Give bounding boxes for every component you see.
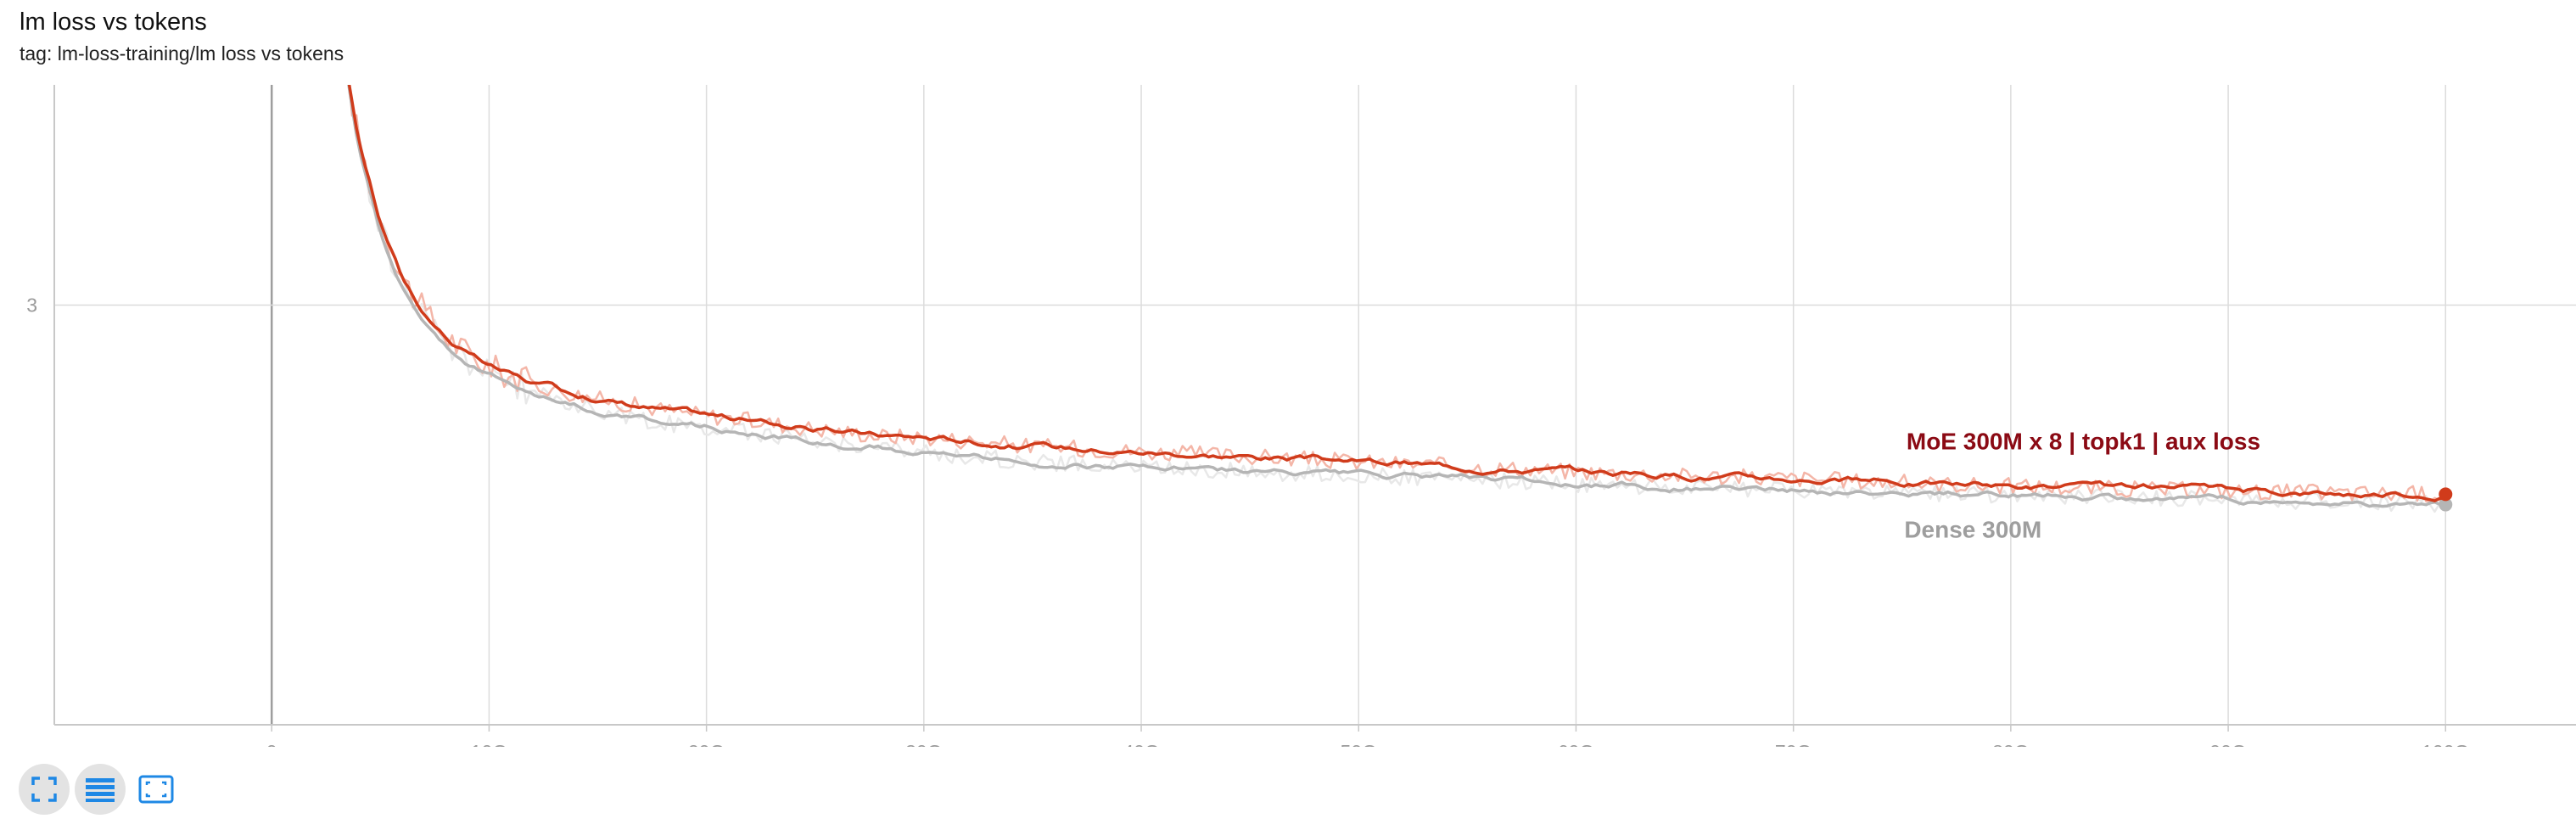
x-tick-label: 40G: [1123, 741, 1159, 747]
toggle-log-scale-icon: [86, 778, 115, 802]
series-label-dense: Dense 300M: [1904, 516, 2041, 542]
y-tick-label: 3: [26, 294, 37, 316]
toggle-log-scale-button[interactable]: [75, 764, 126, 815]
fullscreen-button[interactable]: [19, 764, 70, 815]
x-tick-label: 0: [266, 741, 277, 747]
x-tick-label: 60G: [1558, 741, 1594, 747]
chart-plot: 0 10G 20G 30G 40G 50G 60G 70G 80G 90G 100G 3 MoE 30…: [26, 85, 2576, 747]
fullscreen-icon: [31, 777, 57, 802]
series-line: [347, 85, 2444, 502]
raw-series-line: [348, 85, 2444, 513]
x-tick-label: 70G: [1775, 741, 1812, 747]
x-tick-label: 90G: [2209, 741, 2246, 747]
x-tick-label: 10G: [471, 741, 507, 747]
raw-lines-layer: [348, 85, 2444, 513]
labels-layer: MoE 300M x 8 | topk1 | aux loss Dense 300…: [1904, 429, 2260, 543]
series-endpoint: [2439, 497, 2453, 512]
fit-domain-icon: [138, 775, 174, 804]
smoothed-lines-layer: [347, 85, 2453, 512]
x-tick-label: 30G: [905, 741, 942, 747]
chart-title: lm loss vs tokens: [20, 8, 207, 36]
axis-layer: 0 10G 20G 30G 40G 50G 60G 70G 80G 90G 100G 3: [26, 85, 2576, 747]
raw-series-line: [348, 85, 2444, 502]
chart-toolbar: [19, 764, 182, 815]
grid-layer: [54, 85, 2576, 725]
x-tick-label: 50G: [1340, 741, 1376, 747]
x-tick-label: 20G: [688, 741, 725, 747]
chart-tag: tag: lm-loss-training/lm loss vs tokens: [20, 42, 344, 64]
series-endpoint: [2439, 487, 2453, 502]
series-line: [347, 85, 2444, 508]
fit-domain-button[interactable]: [131, 764, 182, 815]
series-label-moe: MoE 300M x 8 | topk1 | aux loss: [1907, 429, 2260, 455]
x-tick-label: 80G: [1992, 741, 2029, 747]
x-tick-label: 100G: [2422, 741, 2469, 747]
